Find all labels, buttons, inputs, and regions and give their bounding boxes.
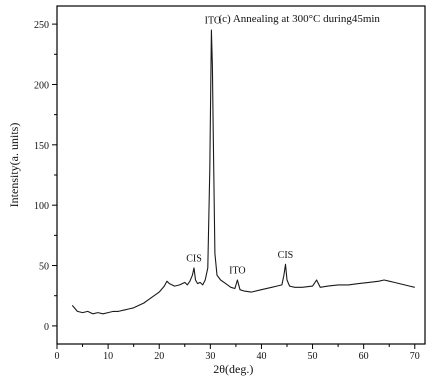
chart-title: (c) Annealing at 300°C during45min xyxy=(219,13,381,25)
y-tick-label: 200 xyxy=(34,80,49,91)
y-tick-label: 0 xyxy=(44,322,49,333)
y-axis-label: Intensity(a. units) xyxy=(7,123,21,208)
peak-label: ITO xyxy=(229,266,245,277)
peak-label: CIS xyxy=(186,254,202,265)
y-tick-label: 50 xyxy=(39,262,49,273)
x-tick-label: 10 xyxy=(103,351,113,362)
x-tick-label: 60 xyxy=(359,351,369,362)
x-tick-label: 50 xyxy=(308,351,318,362)
x-axis-label: 2θ(deg.) xyxy=(213,362,253,376)
x-tick-label: 20 xyxy=(154,351,164,362)
y-axis: 0 50 100 150 200 250 xyxy=(34,20,57,333)
x-tick-label: 70 xyxy=(410,351,420,362)
x-tick-label: 40 xyxy=(256,351,266,362)
plot-frame xyxy=(56,5,426,345)
peak-annotations: ITO CIS ITO CIS xyxy=(186,16,293,277)
plot-area xyxy=(56,5,426,345)
y-tick-label: 250 xyxy=(34,20,49,31)
peak-label: CIS xyxy=(278,250,294,261)
x-axis: 0 10 20 30 40 50 60 70 xyxy=(55,344,420,362)
peak-label: ITO xyxy=(205,16,221,27)
x-tick-label: 0 xyxy=(55,351,60,362)
y-tick-label: 100 xyxy=(34,201,49,212)
series-line xyxy=(71,29,415,315)
x-tick-label: 30 xyxy=(205,351,215,362)
y-tick-label: 150 xyxy=(34,141,49,152)
